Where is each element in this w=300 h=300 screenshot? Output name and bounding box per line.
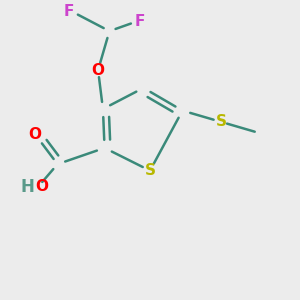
Text: F: F xyxy=(64,4,74,19)
Text: O: O xyxy=(28,128,41,142)
Text: H: H xyxy=(21,178,35,196)
Text: O: O xyxy=(92,63,105,78)
Text: S: S xyxy=(145,163,155,178)
Text: F: F xyxy=(135,14,146,29)
Text: S: S xyxy=(216,115,227,130)
Text: O: O xyxy=(35,179,48,194)
